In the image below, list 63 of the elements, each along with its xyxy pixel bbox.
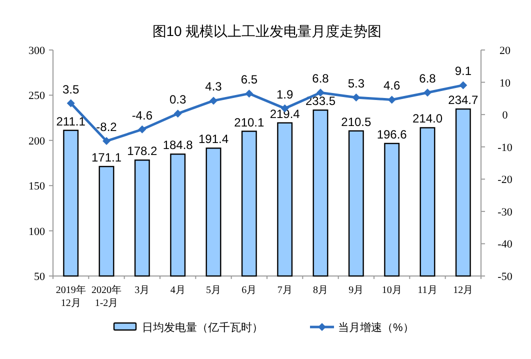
data-label: 196.6 <box>376 127 408 142</box>
x-tick-label: 6月 <box>242 285 257 296</box>
point <box>316 88 324 97</box>
y-tick-label: 200 <box>28 135 46 148</box>
point <box>388 96 396 104</box>
x-tick-label: 10月 <box>382 285 402 296</box>
point <box>210 96 218 105</box>
y2-tick-label: 10 <box>500 77 511 90</box>
y2-tick-label: -20 <box>498 174 513 186</box>
x-tick-label: 12月 <box>453 285 474 296</box>
data-label: 219.4 <box>270 106 300 121</box>
data-label: 6.5 <box>240 72 258 87</box>
data-label: -4.6 <box>132 108 153 122</box>
point <box>424 88 432 97</box>
point <box>174 110 182 118</box>
x-tick-label: 3月 <box>134 285 150 296</box>
y-tick-label: 50 <box>34 271 46 283</box>
x-tick-label: 9月 <box>348 285 364 296</box>
point <box>102 137 110 146</box>
point <box>352 93 360 102</box>
point <box>245 90 254 98</box>
legend-label: 当月增速（%） <box>338 321 414 334</box>
x-tick-label: 7月 <box>277 285 292 296</box>
x-tick-label: 5月 <box>206 285 221 296</box>
data-label: 211.1 <box>56 114 86 128</box>
data-label: -8.2 <box>96 120 118 134</box>
data-label: 171.1 <box>91 150 122 165</box>
point <box>459 81 468 90</box>
data-label: 1.9 <box>276 87 294 102</box>
data-label: 178.2 <box>127 144 158 158</box>
point <box>138 125 146 134</box>
legend-label: 日均发电量（亿千瓦时） <box>142 321 263 334</box>
data-label: 6.8 <box>312 72 330 86</box>
data-label: 9.1 <box>454 64 472 78</box>
data-label: 184.8 <box>162 138 194 152</box>
y2-tick-label: 20 <box>500 45 511 57</box>
data-label: 3.5 <box>62 82 80 96</box>
data-label: 6.8 <box>419 72 436 86</box>
chart-title: 图10 规模以上工业发电量月度走势图 <box>152 23 382 39</box>
y2-tick-label: -30 <box>498 206 513 218</box>
y2-tick-label: 0 <box>502 110 508 122</box>
x-tick-label: 8月 <box>313 285 328 296</box>
y2-tick-label: -50 <box>498 271 513 283</box>
data-label: 5.3 <box>348 76 365 90</box>
y-tick-label: 150 <box>28 180 46 193</box>
data-label: 4.3 <box>205 80 222 94</box>
x-tick-label: 2020年 1-2月 <box>92 284 122 309</box>
y-tick-label: 300 <box>28 45 46 57</box>
data-label: 214.0 <box>412 112 443 126</box>
y2-tick-label: -40 <box>498 238 513 251</box>
data-label: 4.6 <box>383 78 400 93</box>
data-label: 210.1 <box>234 115 265 130</box>
data-label: 234.7 <box>448 93 479 108</box>
x-tick-label: 2019年 12月 <box>56 284 86 309</box>
x-tick-label: 4月 <box>170 285 186 296</box>
y-tick-label: 100 <box>28 226 46 238</box>
x-tick-label: 11月 <box>418 285 438 296</box>
point <box>66 99 75 108</box>
y-tick-label: 250 <box>28 90 46 102</box>
data-label: 210.5 <box>341 114 372 129</box>
data-label: 191.4 <box>198 132 229 146</box>
data-label: 0.3 <box>169 92 186 107</box>
y2-tick-label: -10 <box>498 142 513 154</box>
